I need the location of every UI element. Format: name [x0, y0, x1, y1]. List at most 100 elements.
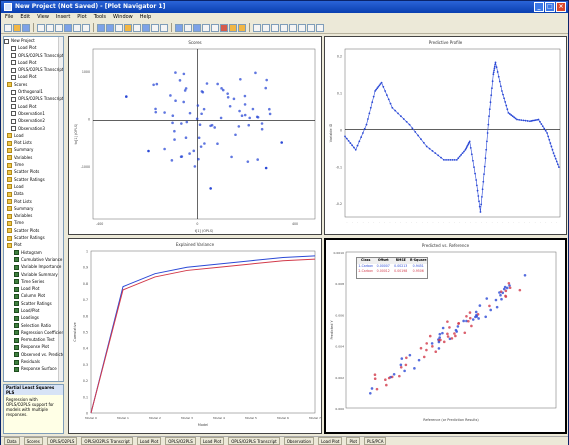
tree-node[interactable]: Load Plot	[4, 285, 63, 292]
open-icon[interactable]	[13, 23, 21, 32]
menu-plot[interactable]: Plot	[77, 14, 87, 20]
tree-node[interactable]: Response Plot	[4, 343, 63, 350]
tree-node[interactable]: Cumulative Variance	[4, 256, 63, 263]
tree-node[interactable]: Scatter Plots	[4, 168, 63, 175]
label-icon[interactable]	[142, 23, 150, 32]
status-item[interactable]: OPLS/O2PLS	[46, 437, 78, 445]
tree-node[interactable]: Plot Lists	[4, 198, 63, 205]
status-item[interactable]: OPLS/O2PLS	[165, 437, 196, 445]
window-icon[interactable]	[229, 23, 237, 32]
model-icon[interactable]	[253, 23, 261, 32]
select-icon[interactable]	[133, 23, 141, 32]
zoom-in-icon[interactable]	[97, 23, 105, 32]
tree-node[interactable]: Observation1	[4, 110, 63, 117]
menu-edit[interactable]: Edit	[20, 14, 31, 20]
validate-icon[interactable]	[280, 23, 288, 32]
status-item[interactable]: Plot	[346, 437, 361, 445]
tree-node[interactable]: Summary	[4, 205, 63, 212]
tree-node[interactable]: Scatter Plots	[4, 227, 63, 234]
table-icon[interactable]	[211, 23, 219, 32]
tree-node[interactable]: Observed vs. Predicted	[4, 351, 63, 358]
line-icon[interactable]	[184, 23, 192, 32]
menu-tools[interactable]: Tools	[93, 14, 107, 20]
tree-node[interactable]: Variable Summary	[4, 271, 63, 278]
redo-icon[interactable]	[82, 23, 90, 32]
scores-plot-panel[interactable]: Scores 1000 0 -1000 -400 0 400 t[1] (OPLS) to[1…	[68, 36, 322, 235]
status-item[interactable]: Observation	[283, 437, 315, 445]
copy-icon[interactable]	[46, 23, 54, 32]
color-icon[interactable]	[151, 23, 159, 32]
tree-scrollbar[interactable]	[58, 37, 63, 381]
tree-node[interactable]: OPLS/O2PLS Transcript(2)	[4, 95, 63, 102]
close-button[interactable]: ×	[556, 2, 566, 12]
tree-node[interactable]: Scatter Ratings	[4, 176, 63, 183]
tree-node[interactable]: Plot	[4, 241, 63, 248]
export-icon[interactable]	[307, 23, 315, 32]
maximize-button[interactable]: □	[545, 2, 555, 12]
status-item[interactable]: Scores	[23, 437, 43, 445]
predict-icon[interactable]	[271, 23, 279, 32]
tree-node[interactable]: Permutation Test	[4, 336, 63, 343]
status-item[interactable]: PLS/PCA	[364, 437, 387, 445]
variance-plot-panel[interactable]: Explained Variance 1 0.9 0.8 0.7 0.6 0.5 0.4 0.…	[68, 238, 322, 434]
tree-node[interactable]: Regression Coefficients	[4, 329, 63, 336]
histogram-icon[interactable]	[202, 23, 210, 32]
minimize-button[interactable]: _	[534, 2, 544, 12]
status-item[interactable]: Load Plot	[199, 437, 225, 445]
help-icon[interactable]	[316, 23, 324, 32]
cut-icon[interactable]	[37, 23, 45, 32]
tree-node[interactable]: Response Surface	[4, 365, 63, 372]
pan-icon[interactable]	[115, 23, 123, 32]
tree-node[interactable]: Histogram	[4, 249, 63, 256]
tree-node[interactable]: Scores	[4, 81, 63, 88]
tree-node[interactable]: Load Plot	[4, 59, 63, 66]
tree-node[interactable]: Load Plot	[4, 44, 63, 51]
tree-node[interactable]: Load Plot	[4, 103, 63, 110]
undo-icon[interactable]	[73, 23, 81, 32]
tree-node[interactable]: Residuals	[4, 358, 63, 365]
tree-node[interactable]: Time	[4, 161, 63, 168]
report-icon[interactable]	[298, 23, 306, 32]
tree-node[interactable]: New Project	[4, 37, 63, 44]
tree-node[interactable]: Time	[4, 219, 63, 226]
tree-node[interactable]: Load Plot	[4, 73, 63, 80]
layout-icon[interactable]	[238, 23, 246, 32]
scatter-icon[interactable]	[175, 23, 183, 32]
tree-node[interactable]: Loadings	[4, 314, 63, 321]
predicted-plot-panel[interactable]: Predicted vs. Reference Reference (or Pr…	[324, 238, 567, 434]
project-tree[interactable]: New Project Load Plot OPLS/O2PLS Transcrip…	[3, 36, 64, 382]
tree-node[interactable]: Time Series	[4, 278, 63, 285]
new-icon[interactable]	[4, 23, 12, 32]
tree-node[interactable]: Column Plot	[4, 292, 63, 299]
menu-view[interactable]: View	[37, 14, 49, 20]
tree-node[interactable]: Variables	[4, 154, 63, 161]
tree-node[interactable]: Orthogonal1	[4, 88, 63, 95]
tree-node[interactable]: Load/Plot	[4, 307, 63, 314]
tree-node[interactable]: Scatter Ratings	[4, 300, 63, 307]
tree-node[interactable]: Selection Ratio	[4, 322, 63, 329]
bar-icon[interactable]	[193, 23, 201, 32]
tree-node[interactable]: Observation3	[4, 125, 63, 132]
status-item[interactable]: Load Plot	[318, 437, 343, 445]
status-item[interactable]: OPLS/O2PLS Transcript	[228, 437, 280, 445]
tree-node[interactable]: Variables	[4, 212, 63, 219]
fit-icon[interactable]	[262, 23, 270, 32]
tree-node[interactable]: Observation2	[4, 117, 63, 124]
tree-node[interactable]: OPLS/O2PLS Transcript	[4, 52, 63, 59]
save-icon[interactable]	[22, 23, 30, 32]
menu-file[interactable]: File	[5, 14, 14, 20]
tree-node[interactable]: Load	[4, 132, 63, 139]
tree-node[interactable]: Plot Lists	[4, 139, 63, 146]
status-item[interactable]: Load Plot	[136, 437, 162, 445]
contribution-icon[interactable]	[289, 23, 297, 32]
print-icon[interactable]	[64, 23, 72, 32]
tree-node[interactable]: Data	[4, 190, 63, 197]
tree-node[interactable]: Load	[4, 183, 63, 190]
tree-node[interactable]: Summary	[4, 146, 63, 153]
status-item[interactable]: Data	[4, 437, 20, 445]
tree-node[interactable]: OPLS/O2PLS Transcript(1)	[4, 66, 63, 73]
profile-plot-panel[interactable]: Predictive Profile 0.2 0.1 0 -0.1 -0.2 Variab…	[324, 36, 567, 235]
paste-icon[interactable]	[55, 23, 63, 32]
menu-insert[interactable]: Insert	[55, 14, 71, 20]
stop-icon[interactable]	[220, 23, 228, 32]
